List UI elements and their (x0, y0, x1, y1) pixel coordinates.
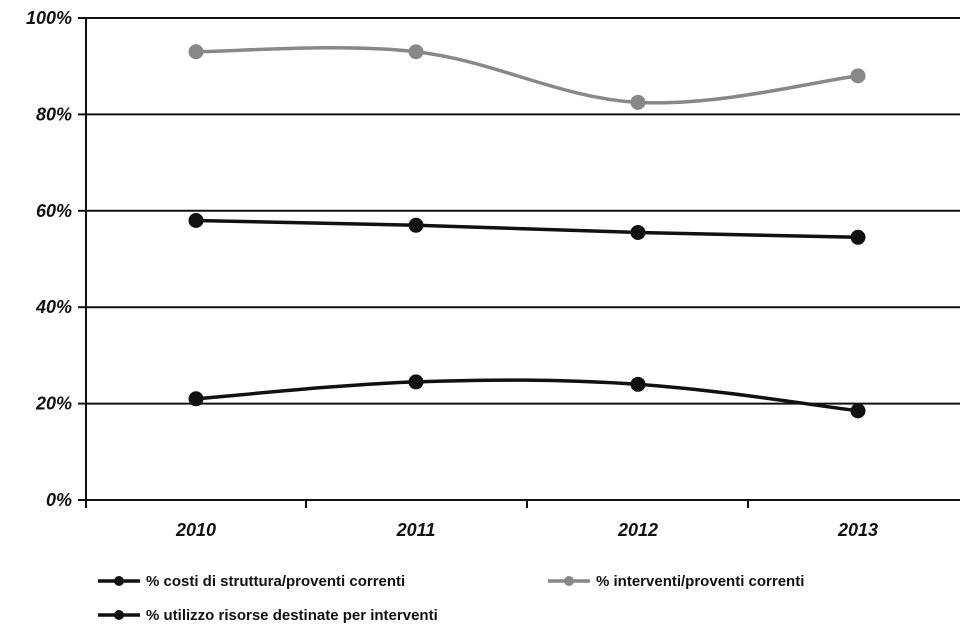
series-2-point-2 (408, 44, 424, 60)
legend-item-2: % interventi/proventi correnti (548, 573, 804, 590)
y-tick-label: 40% (35, 297, 72, 317)
series-1-point-3 (630, 224, 646, 240)
y-tick-label: 80% (36, 104, 72, 124)
series-layer (194, 45, 860, 413)
series-3-point-2 (408, 374, 424, 390)
legend-item-3: % utilizzo risorse destinate per interve… (98, 607, 438, 624)
legend-label: % interventi/proventi correnti (596, 573, 804, 590)
legend: % costi di struttura/proventi correnti % … (98, 573, 804, 624)
series-1-point-4 (850, 229, 866, 245)
x-tick-label: 2012 (617, 520, 658, 540)
y-tick-label: 60% (36, 201, 72, 221)
points-layer (188, 44, 866, 419)
series-line-1 (194, 218, 860, 240)
gridlines (78, 17, 960, 501)
y-tick-label: 20% (35, 394, 72, 414)
legend-swatch-marker (564, 576, 574, 586)
x-tick-label: 2011 (396, 520, 436, 540)
series-3-point-3 (630, 376, 646, 392)
y-tick-label: 100% (26, 8, 72, 28)
series-line-2 (194, 45, 860, 105)
y-tick-label: 0% (46, 490, 72, 510)
x-tick-label: 2013 (837, 520, 878, 540)
series-2-point-4 (850, 68, 866, 84)
legend-item-1: % costi di struttura/proventi correnti (98, 573, 405, 590)
series-3-point-4 (850, 403, 866, 419)
series-2-point-1 (188, 44, 204, 60)
series-1-point-2 (408, 217, 424, 233)
x-tick-label: 2010 (175, 520, 216, 540)
series-2-point-3 (630, 94, 646, 110)
series-1-point-1 (188, 212, 204, 228)
axes: 0% 20% 40% 60% 80% 100% 2010 2011 2012 2013 (26, 8, 960, 540)
legend-label: % utilizzo risorse destinate per interve… (146, 607, 438, 624)
legend-swatch-marker (114, 576, 124, 586)
series-3-point-1 (188, 391, 204, 407)
series-line-3 (194, 378, 860, 413)
legend-label: % costi di struttura/proventi correnti (146, 573, 405, 590)
legend-swatch-marker (114, 610, 124, 620)
